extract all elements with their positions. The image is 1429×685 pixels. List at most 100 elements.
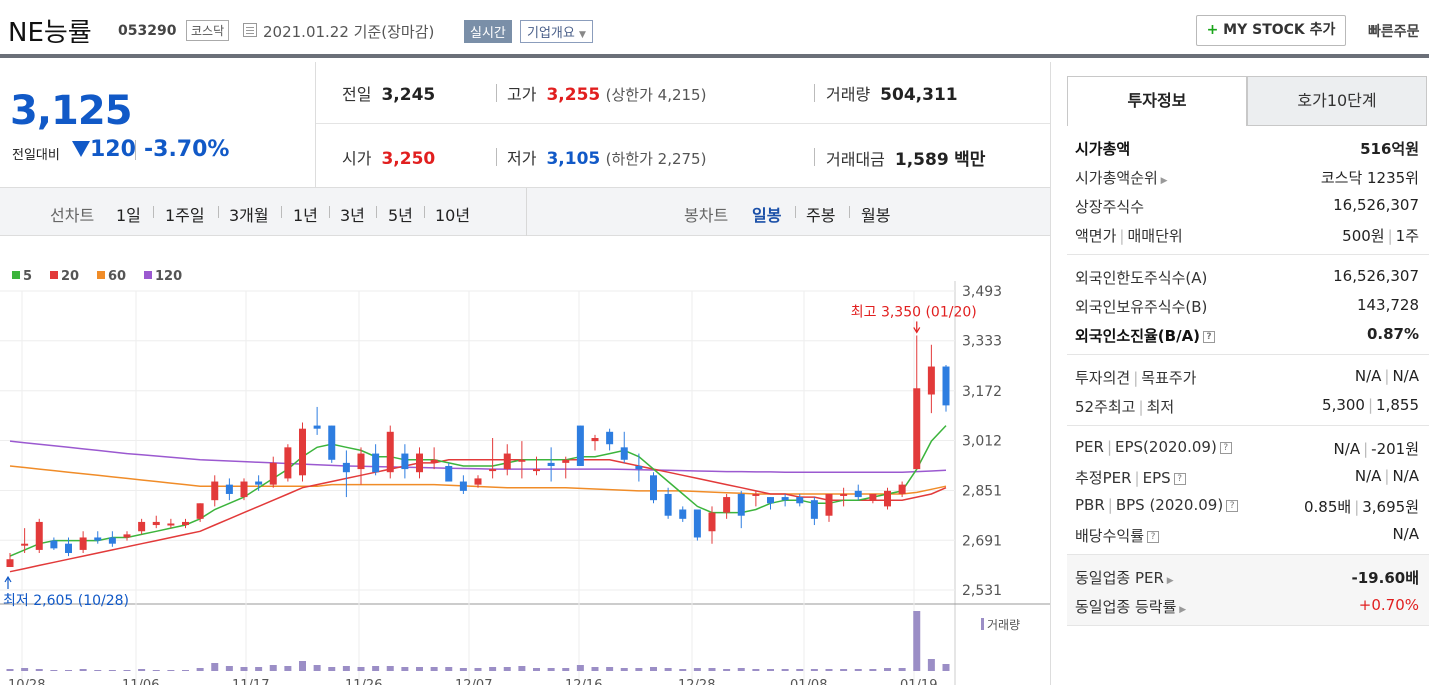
candle-body — [854, 490, 862, 498]
help-icon[interactable]: ? — [1203, 330, 1216, 343]
info-row[interactable]: PBR | BPS (2020.09)? 0.85배 | 3,695원 — [1067, 490, 1429, 519]
y-tick-label: 3,012 — [962, 434, 1002, 450]
info-row[interactable]: 동일업종 등락률 ▶ +0.70% — [1067, 590, 1429, 619]
divider — [376, 206, 377, 218]
period-1w[interactable]: 1주일 — [165, 206, 205, 225]
info-row[interactable]: 추정PER | EPS? N/A | N/A — [1067, 461, 1429, 490]
candle-body — [635, 465, 643, 470]
candle-body — [459, 481, 467, 491]
candle-body — [708, 512, 716, 532]
ma20-line — [9, 459, 947, 573]
x-tick-label: 11/17 — [232, 678, 269, 685]
info-row: 상장주식수 16,526,307 — [1067, 190, 1429, 219]
volume-bar — [445, 667, 453, 671]
period-3y[interactable]: 3년 — [340, 206, 365, 225]
ma-legend-swatch — [144, 271, 152, 279]
info-value: 0.87% — [1366, 325, 1419, 343]
info-row[interactable]: 동일업종 PER ▶ -19.60배 — [1067, 561, 1429, 590]
candle-body — [123, 534, 131, 538]
candle-daily[interactable]: 일봉 — [752, 206, 782, 225]
info-group: PER | EPS(2020.09)? N/A | -201원 추정PER | EPS? N/A |… — [1067, 426, 1429, 555]
info-value: 코스닥 1235위 — [1320, 169, 1419, 187]
period-1d[interactable]: 1일 — [116, 206, 141, 225]
info-key: PBR | BPS (2020.09)? — [1075, 496, 1239, 514]
divider — [496, 84, 497, 102]
candle-body — [255, 481, 263, 485]
period-1y[interactable]: 1년 — [293, 206, 318, 225]
x-tick-label: 11/06 — [122, 678, 159, 685]
info-row[interactable]: PER | EPS(2020.09)? N/A | -201원 — [1067, 432, 1429, 461]
candle-body — [79, 537, 87, 550]
candlestick-chart-svg[interactable]: 3,493 3,333 3,172 3,012 2,851 2,691 2,531 10/28… — [0, 236, 1050, 685]
help-icon[interactable]: ? — [1173, 472, 1186, 485]
volume-bar — [138, 669, 146, 671]
price-chart[interactable]: 3,493 3,333 3,172 3,012 2,851 2,691 2,531 10/28… — [0, 236, 1050, 685]
info-value: +0.70% — [1358, 596, 1419, 614]
info-value: N/A | N/A — [1354, 467, 1419, 485]
help-icon[interactable]: ? — [1147, 530, 1160, 543]
candle-body — [328, 425, 336, 460]
info-row[interactable]: 배당수익률? N/A — [1067, 519, 1429, 548]
trade-amount: 거래대금 1,589 백만 — [826, 150, 986, 170]
divider — [329, 206, 330, 218]
candle-body — [489, 469, 497, 472]
candle-body — [182, 521, 189, 526]
volume-bar — [108, 670, 116, 671]
ma120-line — [9, 440, 947, 473]
candle-body — [723, 497, 731, 513]
info-row: 투자의견 | 목표주가 N/A | N/A — [1067, 361, 1429, 390]
volume-bar — [21, 668, 29, 671]
info-row[interactable]: 외국인소진율(B/A)? 0.87% — [1067, 319, 1429, 348]
candle-body — [606, 431, 614, 445]
info-group: 시가총액 516억원 시가총액순위 ▶ 코스닥 1235위 상장주식수 16,526,30… — [1067, 126, 1429, 255]
chevron-right-icon[interactable]: ▶ — [1163, 576, 1174, 586]
chevron-right-icon[interactable]: ▶ — [1157, 176, 1168, 186]
candle-body — [35, 521, 43, 550]
info-key: 배당수익률? — [1075, 525, 1160, 546]
help-icon[interactable]: ? — [1226, 499, 1239, 512]
y-tick-label: 3,493 — [962, 284, 1002, 300]
volume-bar — [430, 667, 438, 671]
volume-bar — [152, 670, 160, 671]
info-row: 52주최고 | 최저 5,300 | 1,855 — [1067, 390, 1429, 419]
candle-body — [752, 493, 760, 496]
divider — [218, 206, 219, 218]
candle-body — [547, 462, 555, 466]
volume-bar — [927, 659, 935, 671]
info-row[interactable]: 시가총액순위 ▶ 코스닥 1235위 — [1067, 161, 1429, 190]
info-group: 외국인한도주식수(A) 16,526,307 외국인보유주식수(B) 143,728 외… — [1067, 255, 1429, 355]
candle-monthly[interactable]: 월봉 — [861, 206, 891, 225]
volume-bar — [854, 669, 862, 671]
period-3m[interactable]: 3개월 — [229, 206, 269, 225]
info-group: 투자의견 | 목표주가 N/A | N/A 52주최고 | 최저 5,300 | 1,855 — [1067, 355, 1429, 426]
line-chart-label: 선차트 — [50, 206, 95, 225]
info-value: N/A — [1392, 525, 1419, 543]
quick-order-link[interactable]: 빠른주문 — [1368, 24, 1420, 40]
volume-bar — [825, 669, 833, 671]
period-5y[interactable]: 5년 — [388, 206, 413, 225]
info-value: 500원 | 1주 — [1342, 227, 1419, 245]
volume-bar — [898, 668, 906, 671]
add-mystock-button[interactable]: + MY STOCK 추가 — [1196, 15, 1346, 46]
realtime-button[interactable]: 실시간 — [464, 20, 512, 43]
candle-body — [562, 459, 570, 463]
low-arrow-icon — [4, 575, 12, 583]
volume-bar — [50, 670, 58, 671]
info-key: 투자의견 | 목표주가 — [1075, 369, 1197, 387]
divider — [496, 148, 497, 166]
stock-code: 053290 — [118, 23, 177, 39]
help-icon[interactable]: ? — [1219, 441, 1232, 454]
candle-body — [65, 543, 72, 554]
company-overview-dropdown[interactable]: 기업개요 ▼ — [520, 20, 593, 43]
low-price: 저가 3,105 (하한가 2,275) — [507, 149, 707, 169]
candle-weekly[interactable]: 주봉 — [806, 206, 836, 225]
x-tick-label: 12/07 — [455, 678, 492, 685]
chevron-right-icon[interactable]: ▶ — [1176, 605, 1187, 615]
info-key: 외국인한도주식수(A) — [1075, 269, 1208, 287]
price-stats: 전일 3,245 고가 3,255 (상한가 4,215) 거래량 504,311 시… — [316, 62, 1050, 188]
volume-bar — [781, 669, 789, 671]
period-10y[interactable]: 10년 — [435, 206, 471, 225]
volume-bar — [679, 669, 687, 671]
tab-invest-info[interactable]: 투자정보 — [1067, 76, 1247, 126]
tab-orderbook[interactable]: 호가10단계 — [1247, 76, 1427, 126]
